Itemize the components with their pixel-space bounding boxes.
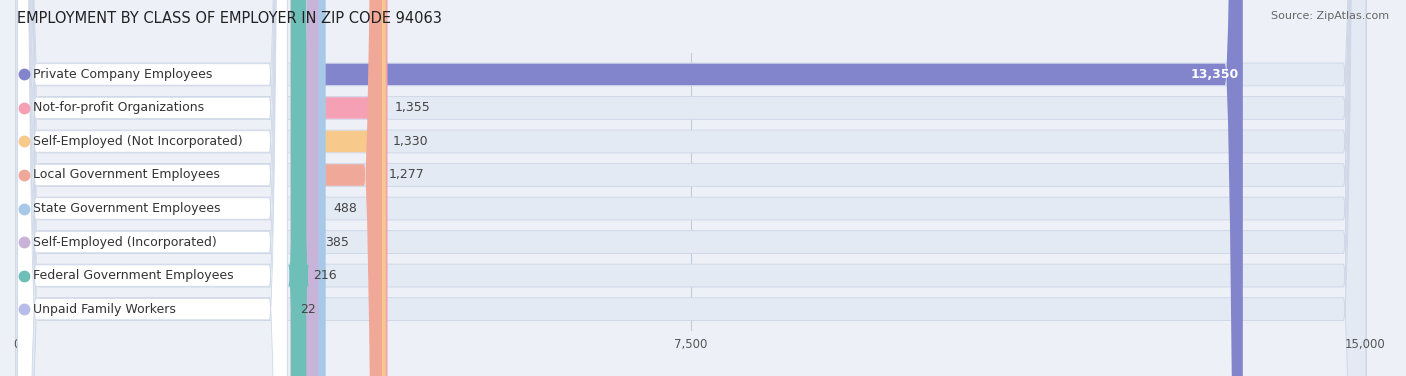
Text: Self-Employed (Incorporated): Self-Employed (Incorporated) (32, 235, 217, 249)
Text: Local Government Employees: Local Government Employees (32, 168, 219, 182)
Text: Federal Government Employees: Federal Government Employees (32, 269, 233, 282)
FancyBboxPatch shape (288, 0, 309, 376)
FancyBboxPatch shape (15, 0, 1365, 376)
FancyBboxPatch shape (291, 0, 318, 376)
FancyBboxPatch shape (18, 0, 287, 376)
Text: 488: 488 (333, 202, 357, 215)
FancyBboxPatch shape (18, 0, 287, 376)
FancyBboxPatch shape (291, 0, 382, 376)
FancyBboxPatch shape (18, 0, 287, 376)
Text: 1,330: 1,330 (392, 135, 429, 148)
Text: Self-Employed (Not Incorporated): Self-Employed (Not Incorporated) (32, 135, 243, 148)
Text: 22: 22 (299, 303, 315, 315)
FancyBboxPatch shape (291, 0, 1243, 376)
Text: Private Company Employees: Private Company Employees (32, 68, 212, 81)
FancyBboxPatch shape (291, 0, 388, 376)
Text: State Government Employees: State Government Employees (32, 202, 221, 215)
FancyBboxPatch shape (18, 0, 287, 376)
FancyBboxPatch shape (18, 0, 287, 376)
FancyBboxPatch shape (15, 0, 1365, 376)
FancyBboxPatch shape (291, 0, 326, 376)
Text: EMPLOYMENT BY CLASS OF EMPLOYER IN ZIP CODE 94063: EMPLOYMENT BY CLASS OF EMPLOYER IN ZIP C… (17, 11, 441, 26)
Text: 13,350: 13,350 (1189, 68, 1239, 81)
Text: Unpaid Family Workers: Unpaid Family Workers (32, 303, 176, 315)
FancyBboxPatch shape (291, 0, 385, 376)
FancyBboxPatch shape (15, 0, 1365, 376)
Text: 1,355: 1,355 (395, 102, 430, 114)
FancyBboxPatch shape (15, 0, 1365, 376)
Text: 1,277: 1,277 (389, 168, 425, 182)
Text: 385: 385 (326, 235, 350, 249)
Text: 216: 216 (314, 269, 337, 282)
Text: Source: ZipAtlas.com: Source: ZipAtlas.com (1271, 11, 1389, 21)
FancyBboxPatch shape (15, 0, 1365, 376)
FancyBboxPatch shape (18, 0, 287, 376)
FancyBboxPatch shape (15, 0, 1365, 376)
FancyBboxPatch shape (18, 0, 287, 376)
FancyBboxPatch shape (15, 0, 1365, 376)
Text: Not-for-profit Organizations: Not-for-profit Organizations (32, 102, 204, 114)
FancyBboxPatch shape (18, 0, 287, 376)
FancyBboxPatch shape (15, 0, 1365, 376)
